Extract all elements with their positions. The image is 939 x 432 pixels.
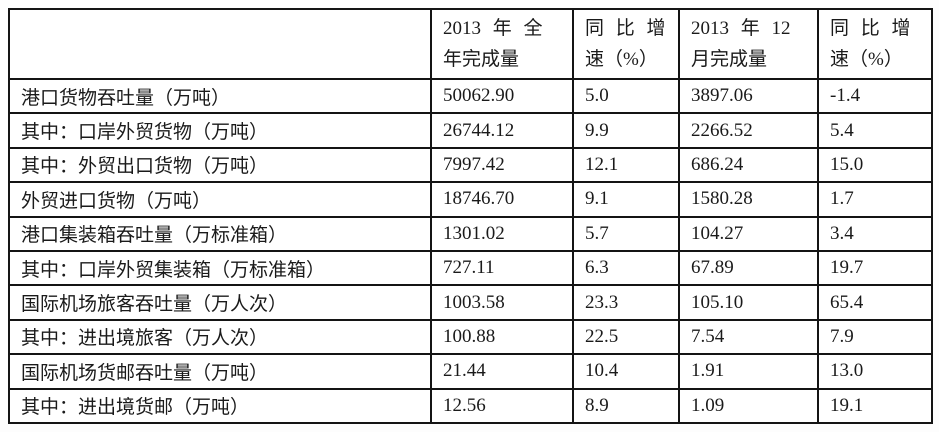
value-cell: 5.7 [572, 215, 680, 252]
value-cell: 5.0 [572, 77, 680, 115]
row-label: 国际机场货邮吞吐量（万吨） [8, 353, 432, 390]
value-cell: 3897.06 [678, 77, 819, 115]
table-row: 国际机场旅客吞吐量（万人次） 1003.58 23.3 105.10 65.4 [8, 284, 933, 321]
value-cell: 1580.28 [678, 181, 819, 218]
value-cell: 22.5 [572, 318, 680, 356]
table-row: 其中：外贸出口货物（万吨） 7997.42 12.1 686.24 15.0 [8, 146, 933, 184]
table-header: 2013 年 全 年完成量 同 比 增 速（%） 2013 年 12 月完成量 … [8, 8, 933, 80]
value-cell: 15.0 [817, 146, 933, 184]
table-row: 其中：进出境货邮（万吨） 12.56 8.9 1.09 19.1 [8, 387, 933, 425]
row-label: 港口货物吞吐量（万吨） [8, 77, 432, 115]
throughput-stats-table: 2013 年 全 年完成量 同 比 增 速（%） 2013 年 12 月完成量 … [8, 8, 933, 425]
row-label: 外贸进口货物（万吨） [8, 181, 432, 218]
value-cell: 65.4 [817, 284, 933, 321]
header-cell-empty [8, 8, 432, 80]
row-label: 港口集装箱吞吐量（万标准箱） [8, 215, 432, 252]
header-cell-dec-yoy: 同 比 增 速（%） [817, 8, 933, 80]
value-cell: 67.89 [678, 249, 819, 287]
value-cell: -1.4 [817, 77, 933, 115]
value-cell: 1301.02 [430, 215, 574, 252]
value-cell: 105.10 [678, 284, 819, 321]
value-cell: 26744.12 [430, 112, 574, 149]
table-row: 其中：口岸外贸集装箱（万标准箱） 727.11 6.3 67.89 19.7 [8, 249, 933, 287]
value-cell: 1003.58 [430, 284, 574, 321]
value-cell: 686.24 [678, 146, 819, 184]
value-cell: 19.1 [817, 387, 933, 425]
header-cell-annual-total: 2013 年 全 年完成量 [430, 8, 574, 80]
value-cell: 19.7 [817, 249, 933, 287]
value-cell: 12.56 [430, 387, 574, 425]
value-cell: 3.4 [817, 215, 933, 252]
value-cell: 100.88 [430, 318, 574, 356]
value-cell: 1.7 [817, 181, 933, 218]
table-body: 港口货物吞吐量（万吨） 50062.90 5.0 3897.06 -1.4 其中：口岸外贸… [8, 77, 933, 425]
value-cell: 8.9 [572, 387, 680, 425]
table-row: 港口集装箱吞吐量（万标准箱） 1301.02 5.7 104.27 3.4 [8, 215, 933, 252]
row-label: 其中：进出境货邮（万吨） [8, 387, 432, 425]
value-cell: 13.0 [817, 353, 933, 390]
header-row: 2013 年 全 年完成量 同 比 增 速（%） 2013 年 12 月完成量 … [8, 8, 933, 80]
value-cell: 9.9 [572, 112, 680, 149]
value-cell: 727.11 [430, 249, 574, 287]
value-cell: 23.3 [572, 284, 680, 321]
value-cell: 104.27 [678, 215, 819, 252]
value-cell: 21.44 [430, 353, 574, 390]
value-cell: 1.09 [678, 387, 819, 425]
value-cell: 1.91 [678, 353, 819, 390]
value-cell: 7.54 [678, 318, 819, 356]
value-cell: 50062.90 [430, 77, 574, 115]
value-cell: 5.4 [817, 112, 933, 149]
table-row: 港口货物吞吐量（万吨） 50062.90 5.0 3897.06 -1.4 [8, 77, 933, 115]
table-row: 其中：口岸外贸货物（万吨） 26744.12 9.9 2266.52 5.4 [8, 112, 933, 149]
table-row: 外贸进口货物（万吨） 18746.70 9.1 1580.28 1.7 [8, 181, 933, 218]
value-cell: 2266.52 [678, 112, 819, 149]
header-cell-annual-yoy: 同 比 增 速（%） [572, 8, 680, 80]
value-cell: 7997.42 [430, 146, 574, 184]
value-cell: 18746.70 [430, 181, 574, 218]
value-cell: 9.1 [572, 181, 680, 218]
row-label: 其中：口岸外贸货物（万吨） [8, 112, 432, 149]
header-cell-dec-total: 2013 年 12 月完成量 [678, 8, 819, 80]
row-label: 其中：外贸出口货物（万吨） [8, 146, 432, 184]
row-label: 其中：口岸外贸集装箱（万标准箱） [8, 249, 432, 287]
table-row: 国际机场货邮吞吐量（万吨） 21.44 10.4 1.91 13.0 [8, 353, 933, 390]
row-label: 其中：进出境旅客（万人次） [8, 318, 432, 356]
row-label: 国际机场旅客吞吐量（万人次） [8, 284, 432, 321]
value-cell: 10.4 [572, 353, 680, 390]
value-cell: 7.9 [817, 318, 933, 356]
table-row: 其中：进出境旅客（万人次） 100.88 22.5 7.54 7.9 [8, 318, 933, 356]
value-cell: 6.3 [572, 249, 680, 287]
value-cell: 12.1 [572, 146, 680, 184]
